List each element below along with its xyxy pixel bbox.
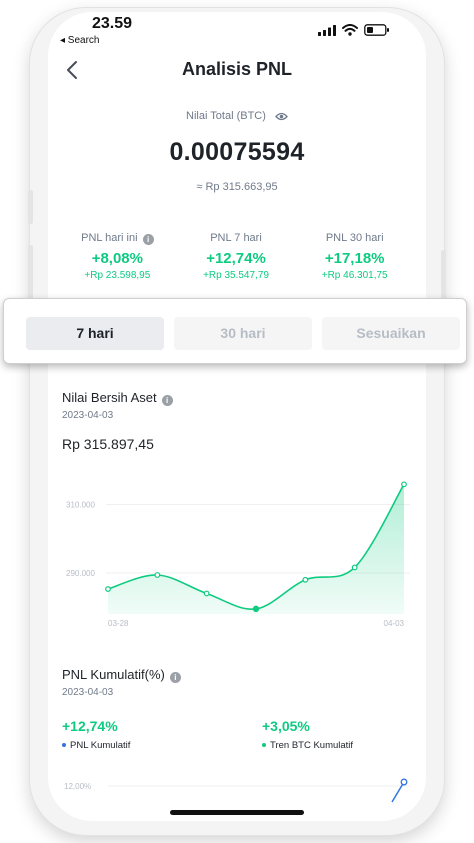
- cumulative-date: 2023-04-03: [62, 687, 114, 698]
- pnl-7d-pct: +12,74%: [206, 250, 266, 267]
- info-icon[interactable]: i: [161, 395, 173, 406]
- pnl-today-label: PNL hari ini i: [58, 232, 177, 246]
- net-asset-point: [154, 572, 161, 578]
- pnl-30d: PNL 30 hari +17,18% +Rp 46.301,75: [295, 232, 414, 281]
- net-asset-point: [105, 586, 111, 592]
- cumulative-pnl-label: PNL Kumulatif: [70, 740, 131, 751]
- net-asset-point: [302, 576, 309, 583]
- net-asset-chart[interactable]: 310.000 290.000 03-28 04-03: [48, 474, 426, 634]
- cumulative-series-point: [400, 778, 408, 786]
- total-value-fiat: ≈ Rp 315.663,95: [196, 181, 278, 193]
- pnl-today-pct: +8,08%: [91, 250, 143, 267]
- net-asset-title-text: Nilai Bersih Aset: [62, 390, 157, 405]
- net-asset-point: [401, 481, 407, 488]
- battery-icon: [364, 24, 389, 36]
- cumulative-btc-legend: Tren BTC Kumulatif: [262, 740, 353, 751]
- cumulative-btc: +3,05% Tren BTC Kumulatif: [262, 718, 353, 751]
- cellular-signal-icon: [318, 24, 336, 36]
- pnl-summary: PNL hari ini i +8,08% +Rp 23.598,95 PNL 7…: [58, 232, 414, 281]
- eye-icon[interactable]: [275, 112, 288, 121]
- period-tab-bar: 7 hari 30 hari Sesuaikan: [3, 298, 467, 364]
- tab-7-days[interactable]: 7 hari: [26, 317, 164, 350]
- legend-dot: [262, 743, 266, 747]
- info-icon[interactable]: i: [142, 234, 154, 245]
- net-asset-point: [351, 564, 358, 571]
- net-asset-point: [252, 605, 260, 613]
- cumulative-title: PNL Kumulatif(%) i: [62, 667, 181, 683]
- cumulative-pnl-pct: +12,74%: [62, 718, 118, 734]
- cumulative-pnl-legend: PNL Kumulatif: [62, 740, 130, 751]
- status-bar: 23.59 ◂ Search: [48, 12, 426, 58]
- pnl-today-fiat: +Rp 23.598,95: [84, 270, 151, 281]
- cumulative-title-text: PNL Kumulatif(%): [62, 667, 165, 682]
- cumulative-btc-pct: +3,05%: [262, 718, 310, 734]
- net-asset-value: Rp 315.897,45: [62, 436, 154, 452]
- cumulative-btc-label: Tren BTC Kumulatif: [270, 740, 354, 751]
- total-value-btc: 0.00075594: [169, 138, 305, 166]
- total-value-label: Nilai Total (BTC): [48, 110, 426, 122]
- y-tick-label: 290.000: [66, 569, 95, 578]
- pnl-7d-label: PNL 7 hari: [210, 232, 262, 244]
- tab-custom[interactable]: Sesuaikan: [322, 317, 460, 350]
- pnl-today: PNL hari ini i +8,08% +Rp 23.598,95: [58, 232, 177, 281]
- cumulative-chart[interactable]: 12,00%: [48, 772, 426, 812]
- app-screen: 23.59 ◂ Search Analisis PNL N: [48, 12, 426, 821]
- pnl-today-label-text: PNL hari ini: [81, 232, 138, 244]
- wifi-icon: [342, 24, 358, 36]
- pnl-7d-fiat: +Rp 35.547,79: [203, 270, 269, 281]
- x-tick-label: 03-28: [108, 619, 129, 628]
- net-asset-point: [203, 590, 210, 597]
- page-title: Analisis PNL: [181, 59, 293, 79]
- pnl-30d-fiat: +Rp 46.301,75: [321, 270, 388, 281]
- phone-side-button: [28, 190, 33, 224]
- cumulative-series-line: [391, 781, 405, 803]
- net-asset-area: [108, 484, 404, 614]
- back-arrow-icon[interactable]: [64, 60, 80, 80]
- status-icons: [318, 24, 390, 36]
- total-value-label-text: Nilai Total (BTC): [186, 110, 266, 122]
- pnl-30d-pct: +17,18%: [324, 250, 385, 267]
- net-asset-title: Nilai Bersih Aset i: [62, 390, 173, 406]
- pnl-7d: PNL 7 hari +12,74% +Rp 35.547,79: [177, 232, 296, 281]
- pnl-30d-label: PNL 30 hari: [325, 232, 384, 244]
- legend-dot: [62, 743, 66, 747]
- info-icon[interactable]: i: [169, 672, 181, 683]
- tab-30-days[interactable]: 30 hari: [174, 317, 312, 350]
- y-tick-label: 310.000: [66, 501, 95, 510]
- phone-power-button: [441, 250, 446, 330]
- cumulative-y-tick: 12,00%: [64, 782, 91, 791]
- x-tick-label: 04-03: [384, 619, 405, 628]
- phone-volume-button: [28, 245, 33, 301]
- net-asset-date: 2023-04-03: [62, 410, 114, 421]
- cumulative-pnl: +12,74% PNL Kumulatif: [62, 718, 130, 751]
- back-to-search-link[interactable]: ◂ Search: [60, 35, 100, 46]
- status-time: 23.59: [92, 15, 133, 32]
- home-indicator: [170, 810, 304, 815]
